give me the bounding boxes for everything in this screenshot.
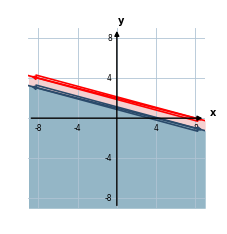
- Text: y: y: [117, 16, 123, 26]
- Text: x: x: [209, 108, 215, 118]
- Text: 4: 4: [153, 124, 158, 133]
- Text: 8: 8: [107, 34, 111, 43]
- Text: 4: 4: [107, 74, 111, 83]
- Text: -8: -8: [35, 124, 42, 133]
- Text: 8: 8: [192, 124, 197, 133]
- Text: -4: -4: [104, 154, 111, 163]
- Text: -8: -8: [104, 194, 111, 203]
- Text: -4: -4: [74, 124, 81, 133]
